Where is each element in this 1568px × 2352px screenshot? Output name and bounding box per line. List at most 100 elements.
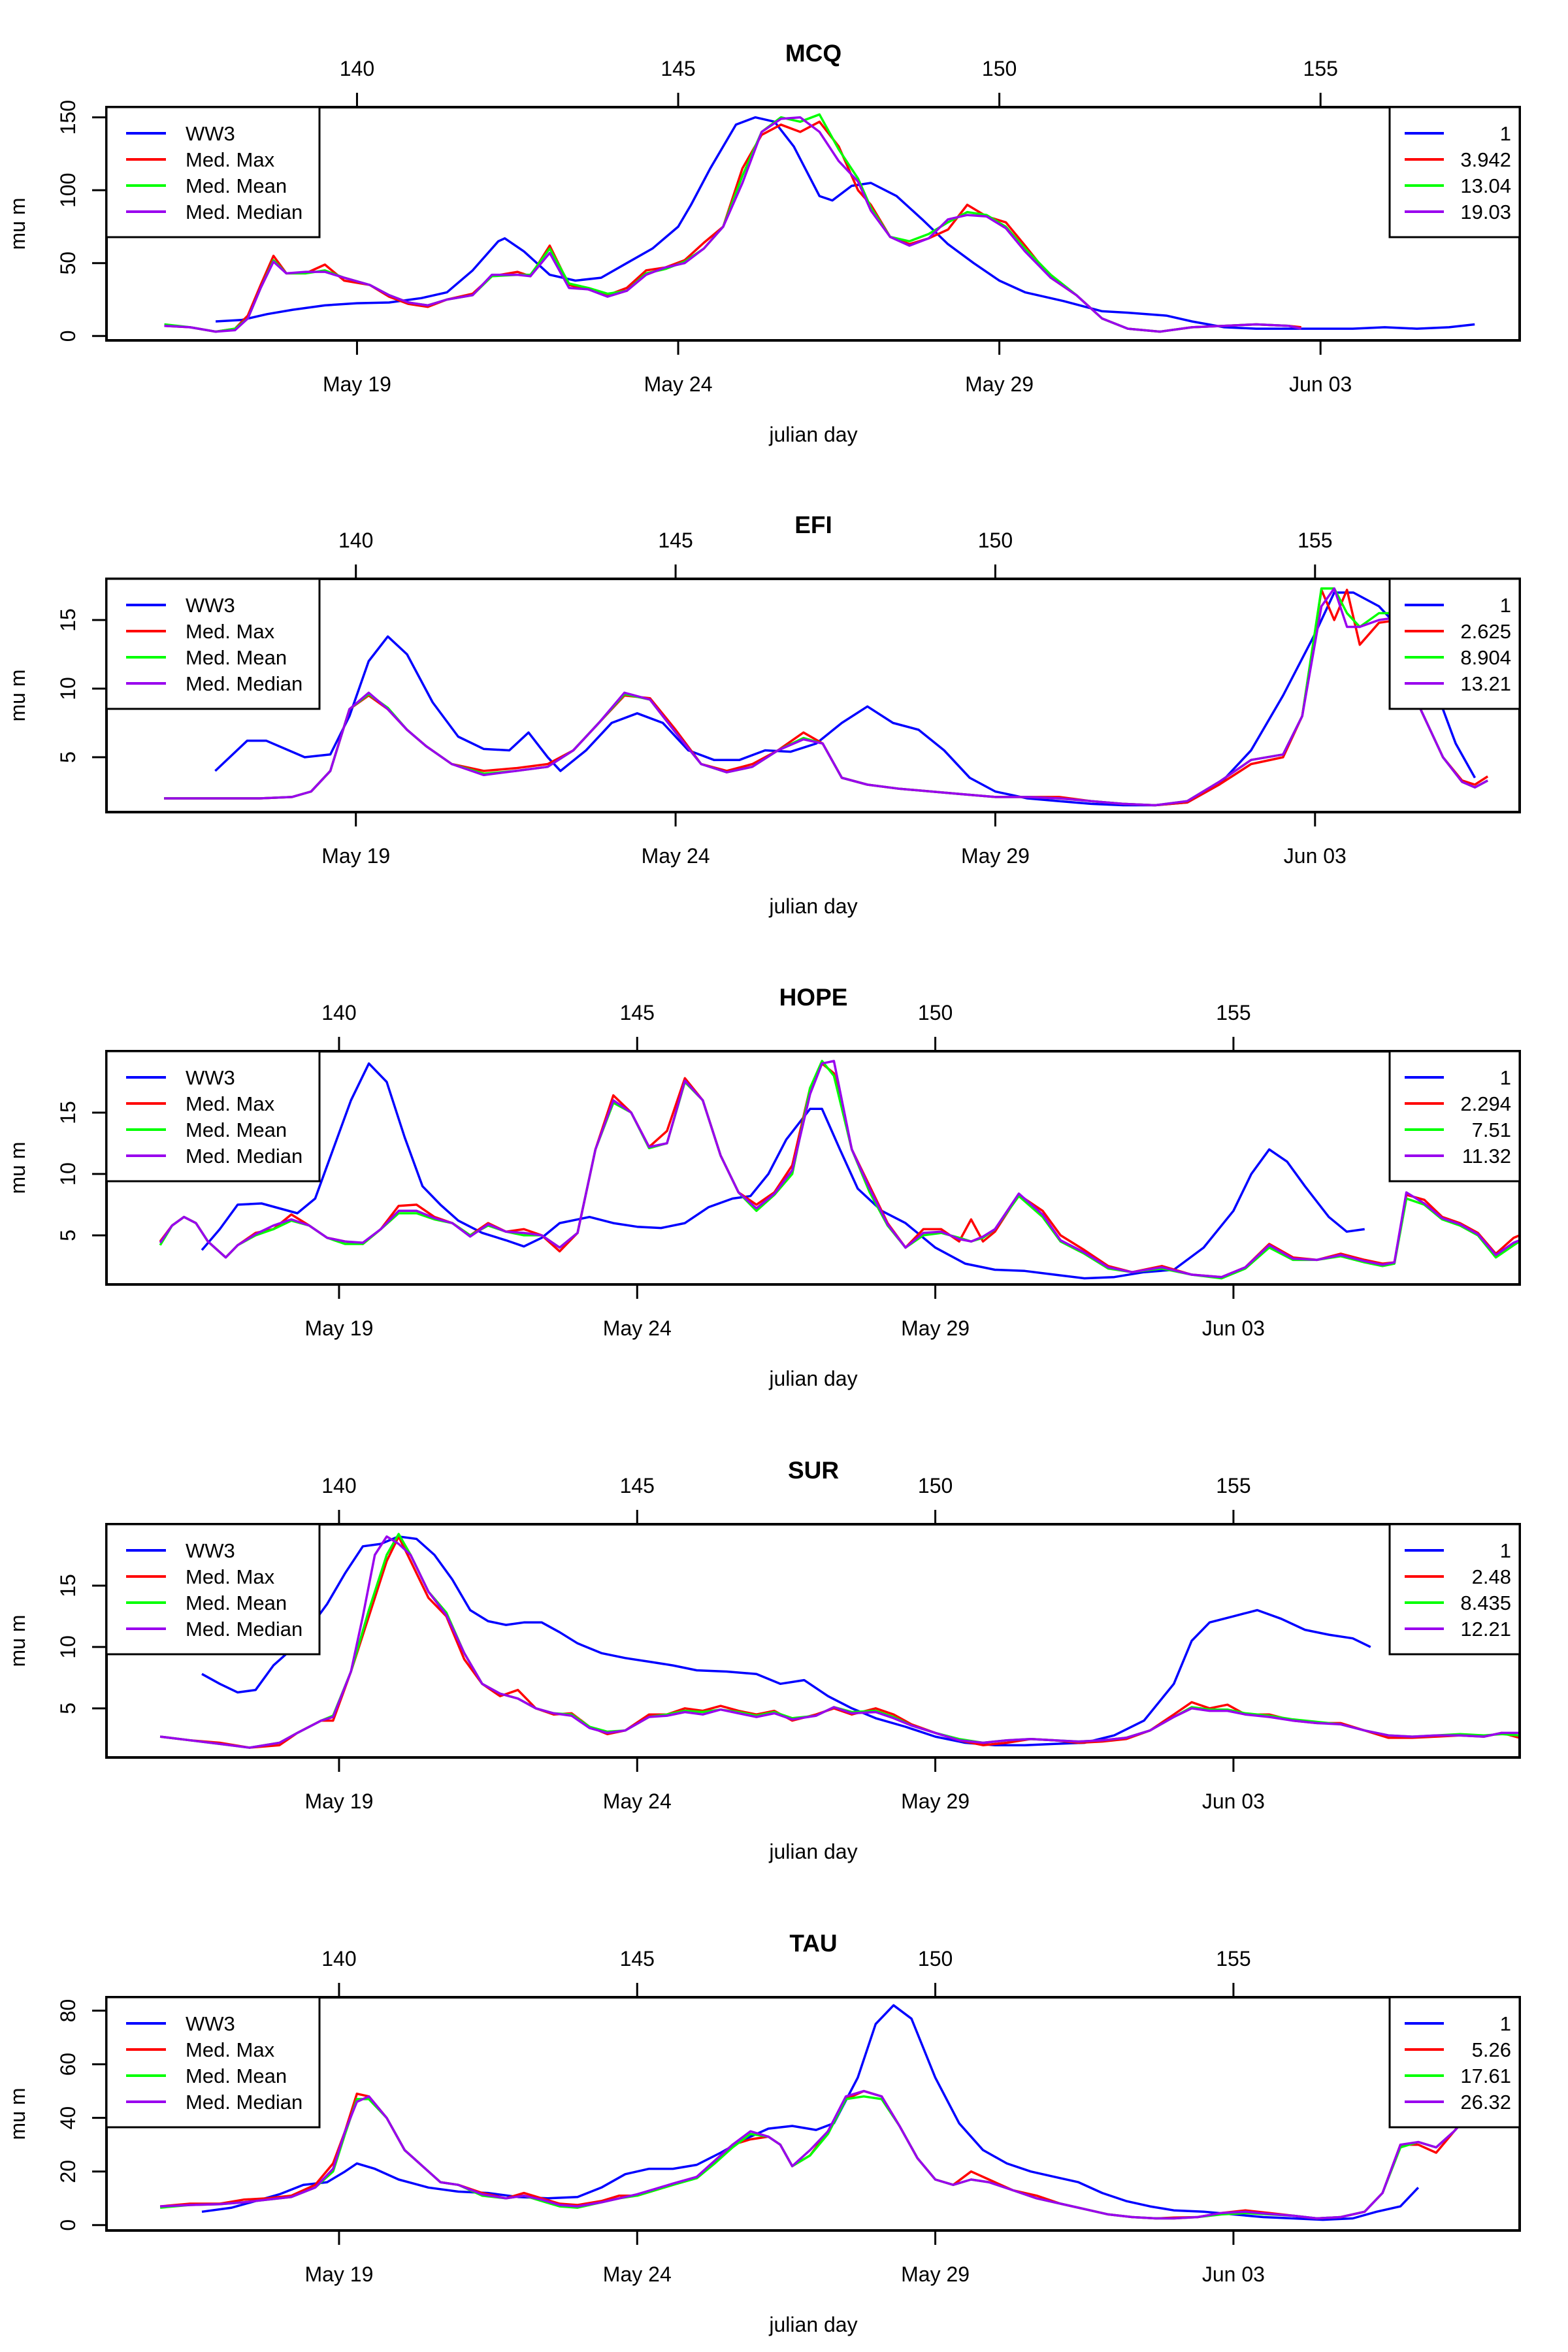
y-tick-label: 5 bbox=[56, 751, 80, 763]
legend-left: WW3 Med. Max Med. Mean Med. Median bbox=[105, 106, 321, 238]
legend-label: 2.48 bbox=[1472, 1565, 1511, 1588]
legend-label: 2.294 bbox=[1460, 1092, 1511, 1115]
legend-box bbox=[105, 1050, 321, 1183]
series-line-ww3 bbox=[201, 1062, 1365, 1280]
legend-label: 1 bbox=[1500, 1539, 1511, 1562]
series-line-med-median bbox=[164, 587, 1488, 807]
y-tick-label: 5 bbox=[56, 1703, 80, 1714]
bottom-tick-label: May 19 bbox=[304, 2262, 373, 2286]
series-line-ww3 bbox=[214, 591, 1477, 807]
legend-box bbox=[105, 1523, 321, 1656]
x-axis-label: julian day bbox=[768, 1367, 857, 1390]
top-tick-label: 145 bbox=[620, 1947, 655, 1970]
bottom-tick-label: May 19 bbox=[304, 1789, 373, 1813]
legend-label: Med. Median bbox=[186, 1145, 302, 1168]
legend-label: 7.51 bbox=[1472, 1119, 1511, 1141]
y-tick-label: 10 bbox=[56, 1162, 80, 1186]
legend-label: Med. Max bbox=[186, 2038, 275, 2061]
bottom-tick-label: May 24 bbox=[644, 372, 713, 396]
y-tick-label: 100 bbox=[56, 172, 80, 207]
bottom-tick-label: Jun 03 bbox=[1284, 844, 1347, 868]
top-tick-label: 145 bbox=[620, 1001, 655, 1024]
legend-box bbox=[105, 106, 321, 238]
y-tick-label: 10 bbox=[56, 1635, 80, 1659]
top-tick-label: 150 bbox=[918, 1474, 953, 1497]
series-line-med-median bbox=[159, 1060, 1520, 1279]
bottom-tick-label: May 29 bbox=[901, 1316, 970, 1340]
x-axis-label: julian day bbox=[768, 423, 857, 446]
top-tick-label: 150 bbox=[918, 1947, 953, 1970]
top-tick-label: 140 bbox=[321, 1474, 356, 1497]
x-axis-label: julian day bbox=[768, 894, 857, 918]
legend-label: WW3 bbox=[186, 594, 235, 617]
y-tick-label: 0 bbox=[56, 2219, 80, 2231]
series-line-ww3 bbox=[216, 116, 1475, 330]
legend-label: Med. Mean bbox=[186, 646, 287, 669]
y-axis-label: mu m bbox=[6, 670, 29, 722]
legend-label: 13.21 bbox=[1460, 672, 1511, 695]
bottom-tick-label: May 19 bbox=[304, 1316, 373, 1340]
legend-right: 1 5.26 17.61 26.32 bbox=[1388, 1996, 1521, 2129]
chart-title: TAU bbox=[789, 1930, 837, 1957]
legend-right: 1 3.942 13.04 19.03 bbox=[1388, 106, 1521, 238]
bottom-tick-label: May 29 bbox=[901, 2262, 970, 2286]
series-line-med-median bbox=[164, 116, 1302, 333]
legend-label: Med. Median bbox=[186, 2091, 302, 2114]
top-tick-label: 150 bbox=[978, 529, 1013, 552]
bottom-tick-label: Jun 03 bbox=[1289, 372, 1352, 396]
series-line-med-median bbox=[159, 1535, 1520, 1749]
legend-label: 1 bbox=[1500, 2012, 1511, 2035]
legend-left: WW3 Med. Max Med. Mean Med. Median bbox=[105, 1050, 321, 1183]
legend-label: Med. Mean bbox=[186, 1592, 287, 1614]
bottom-tick-label: May 24 bbox=[642, 844, 710, 868]
bottom-tick-label: May 29 bbox=[965, 372, 1034, 396]
legend-label: 12.21 bbox=[1460, 1618, 1511, 1641]
legend-box bbox=[105, 578, 321, 710]
legend-box bbox=[1388, 1050, 1521, 1183]
legend-label: Med. Mean bbox=[186, 174, 287, 197]
legend-label: 8.904 bbox=[1460, 646, 1511, 669]
bottom-tick-label: May 24 bbox=[603, 1789, 672, 1813]
legend-label: 5.26 bbox=[1472, 2038, 1511, 2061]
top-tick-label: 145 bbox=[661, 57, 695, 80]
y-tick-label: 10 bbox=[56, 677, 80, 700]
legend-label: 1 bbox=[1500, 594, 1511, 617]
bottom-tick-label: Jun 03 bbox=[1202, 1789, 1265, 1813]
legend-label: Med. Median bbox=[186, 1618, 302, 1641]
legend-left: WW3 Med. Max Med. Mean Med. Median bbox=[105, 1523, 321, 1656]
top-tick-label: 155 bbox=[1216, 1001, 1250, 1024]
x-axis-label: julian day bbox=[768, 1840, 857, 1863]
chart-title: SUR bbox=[788, 1457, 839, 1484]
legend-box bbox=[1388, 106, 1521, 238]
bottom-tick-label: May 19 bbox=[323, 372, 391, 396]
legend-left: WW3 Med. Max Med. Mean Med. Median bbox=[105, 1996, 321, 2129]
legend-label: WW3 bbox=[186, 2012, 235, 2035]
legend-right: 1 2.294 7.51 11.32 bbox=[1388, 1050, 1521, 1183]
legend-box bbox=[1388, 1996, 1521, 2129]
y-tick-label: 40 bbox=[56, 2106, 80, 2130]
y-tick-label: 15 bbox=[56, 608, 80, 632]
legend-label: 26.32 bbox=[1460, 2091, 1511, 2114]
legend-label: Med. Median bbox=[186, 201, 302, 223]
legend-label: WW3 bbox=[186, 1066, 235, 1089]
y-tick-label: 20 bbox=[56, 2160, 80, 2183]
bottom-tick-label: May 19 bbox=[321, 844, 390, 868]
y-tick-label: 5 bbox=[56, 1230, 80, 1241]
series-line-ww3 bbox=[201, 2004, 1420, 2221]
top-tick-label: 145 bbox=[620, 1474, 655, 1497]
bottom-tick-label: May 29 bbox=[961, 844, 1030, 868]
chart-title: MCQ bbox=[785, 40, 841, 67]
series-line-ww3 bbox=[201, 1535, 1371, 1746]
y-tick-label: 50 bbox=[56, 252, 80, 275]
chart-title: EFI bbox=[794, 512, 832, 538]
legend-box bbox=[1388, 1523, 1521, 1656]
legend-label: Med. Max bbox=[186, 620, 275, 643]
x-axis-label: julian day bbox=[768, 2313, 857, 2336]
legend-label: Med. Median bbox=[186, 672, 302, 695]
legend-box bbox=[105, 1996, 321, 2129]
legend-label: 3.942 bbox=[1460, 148, 1511, 171]
top-tick-label: 155 bbox=[1303, 57, 1338, 80]
